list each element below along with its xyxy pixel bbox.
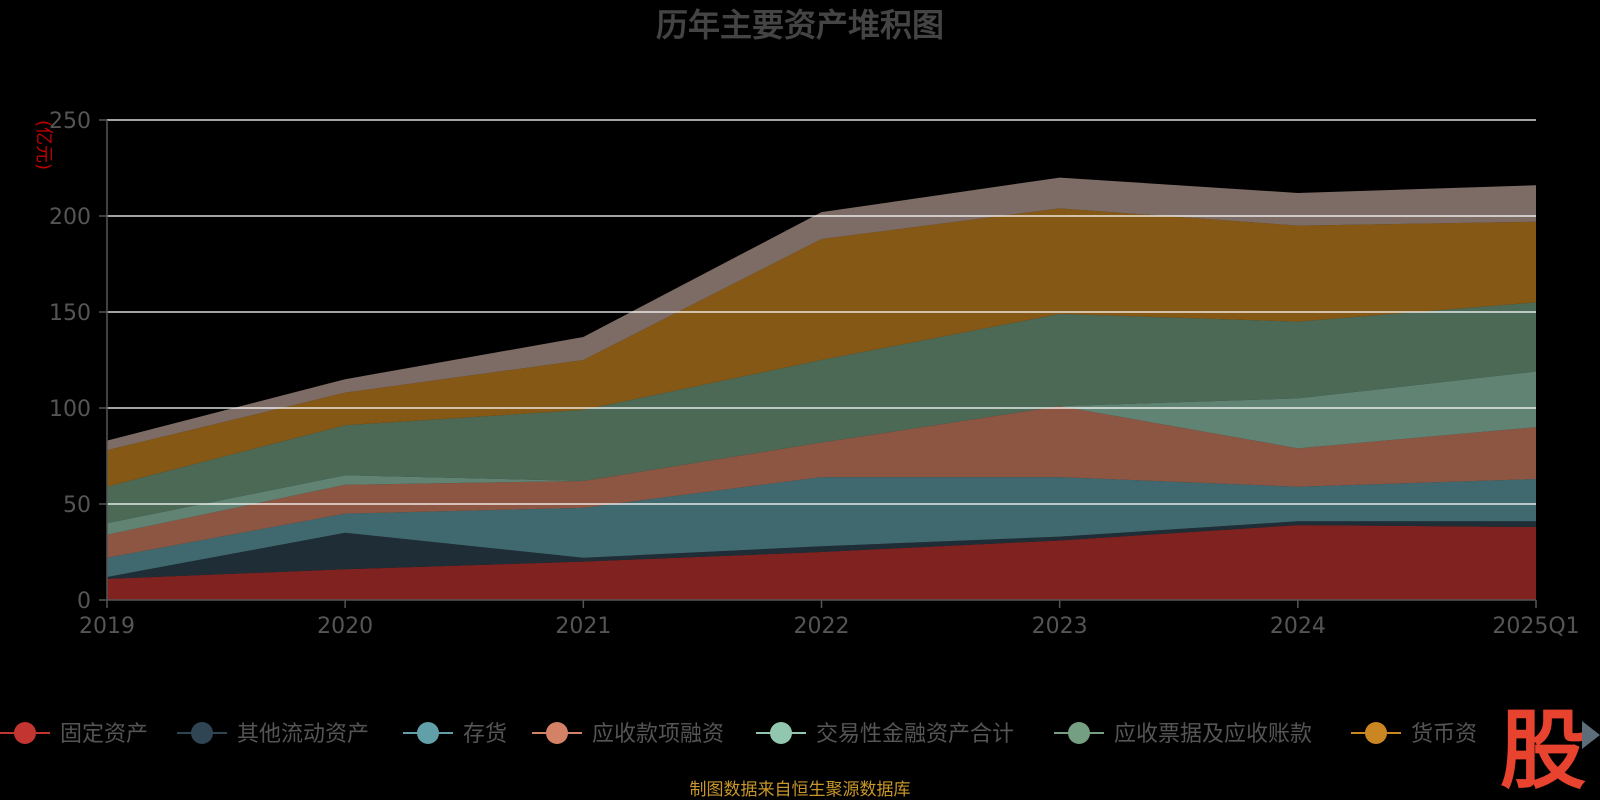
y-tick-label: 100 bbox=[49, 397, 91, 422]
area-series-5[interactable] bbox=[107, 371, 1536, 535]
legend-item[interactable]: 货币资 bbox=[1351, 722, 1477, 747]
chart-title: 历年主要资产堆积图 bbox=[656, 6, 944, 44]
legend-label: 应收票据及应收账款 bbox=[1114, 722, 1312, 747]
legend-label: 交易性金融资产合计 bbox=[816, 722, 1014, 747]
legend-marker-icon bbox=[1068, 722, 1090, 744]
y-tick-label: 250 bbox=[49, 109, 91, 134]
legend-marker-icon bbox=[417, 722, 439, 744]
legend[interactable]: 固定资产 其他流动资产 存货 应收款项融资 交易性金融资产合计 应收票据及应收账款 货币资 bbox=[0, 722, 1477, 747]
x-tick-label: 2021 bbox=[555, 614, 611, 639]
legend-marker-icon bbox=[770, 722, 792, 744]
legend-marker-icon bbox=[14, 722, 36, 744]
y-axis-label: (亿元) bbox=[33, 120, 54, 170]
area-series-3[interactable] bbox=[107, 477, 1536, 577]
x-tick-label: 2024 bbox=[1270, 614, 1326, 639]
legend-label: 货币资 bbox=[1411, 722, 1477, 747]
area-series-2[interactable] bbox=[107, 521, 1536, 579]
x-tick-label: 2023 bbox=[1032, 614, 1088, 639]
watermark-logo: 股 bbox=[1500, 701, 1586, 800]
legend-marker-icon bbox=[546, 722, 568, 744]
area-series-7[interactable] bbox=[107, 208, 1536, 487]
area-series-6[interactable] bbox=[107, 302, 1536, 524]
area-series-group bbox=[107, 177, 1536, 600]
area-series-1[interactable] bbox=[107, 525, 1536, 600]
x-tick-label: 2020 bbox=[317, 614, 373, 639]
legend-item[interactable]: 其他流动资产 bbox=[177, 722, 369, 747]
legend-item[interactable]: 存货 bbox=[403, 722, 507, 747]
legend-next-arrow-icon[interactable] bbox=[1582, 721, 1600, 749]
legend-label: 存货 bbox=[463, 722, 507, 747]
x-tick-label: 2022 bbox=[794, 614, 850, 639]
legend-label: 固定资产 bbox=[60, 722, 148, 747]
legend-item[interactable]: 交易性金融资产合计 bbox=[756, 722, 1014, 747]
y-tick-label: 150 bbox=[49, 301, 91, 326]
area-series-4[interactable] bbox=[107, 406, 1536, 558]
x-tick-label: 2019 bbox=[79, 614, 135, 639]
y-tick-label: 0 bbox=[77, 589, 91, 614]
area-series-8[interactable] bbox=[107, 177, 1536, 451]
legend-label: 应收款项融资 bbox=[592, 722, 724, 747]
legend-item[interactable]: 应收款项融资 bbox=[532, 722, 724, 747]
legend-item[interactable]: 应收票据及应收账款 bbox=[1054, 722, 1312, 747]
grid-lines bbox=[107, 119, 1536, 505]
y-tick-label: 200 bbox=[49, 205, 91, 230]
y-tick-label: 50 bbox=[63, 493, 91, 518]
source-note: 制图数据来自恒生聚源数据库 bbox=[690, 780, 911, 800]
legend-label: 其他流动资产 bbox=[237, 722, 369, 747]
axes: 0 50 100 150 200 250 2019 2020 2021 2022 2023 2024 2… bbox=[49, 109, 1580, 639]
legend-marker-icon bbox=[191, 722, 213, 744]
legend-item[interactable]: 固定资产 bbox=[0, 722, 148, 747]
legend-marker-icon bbox=[1365, 722, 1387, 744]
x-tick-label: 2025Q1 bbox=[1492, 614, 1579, 639]
